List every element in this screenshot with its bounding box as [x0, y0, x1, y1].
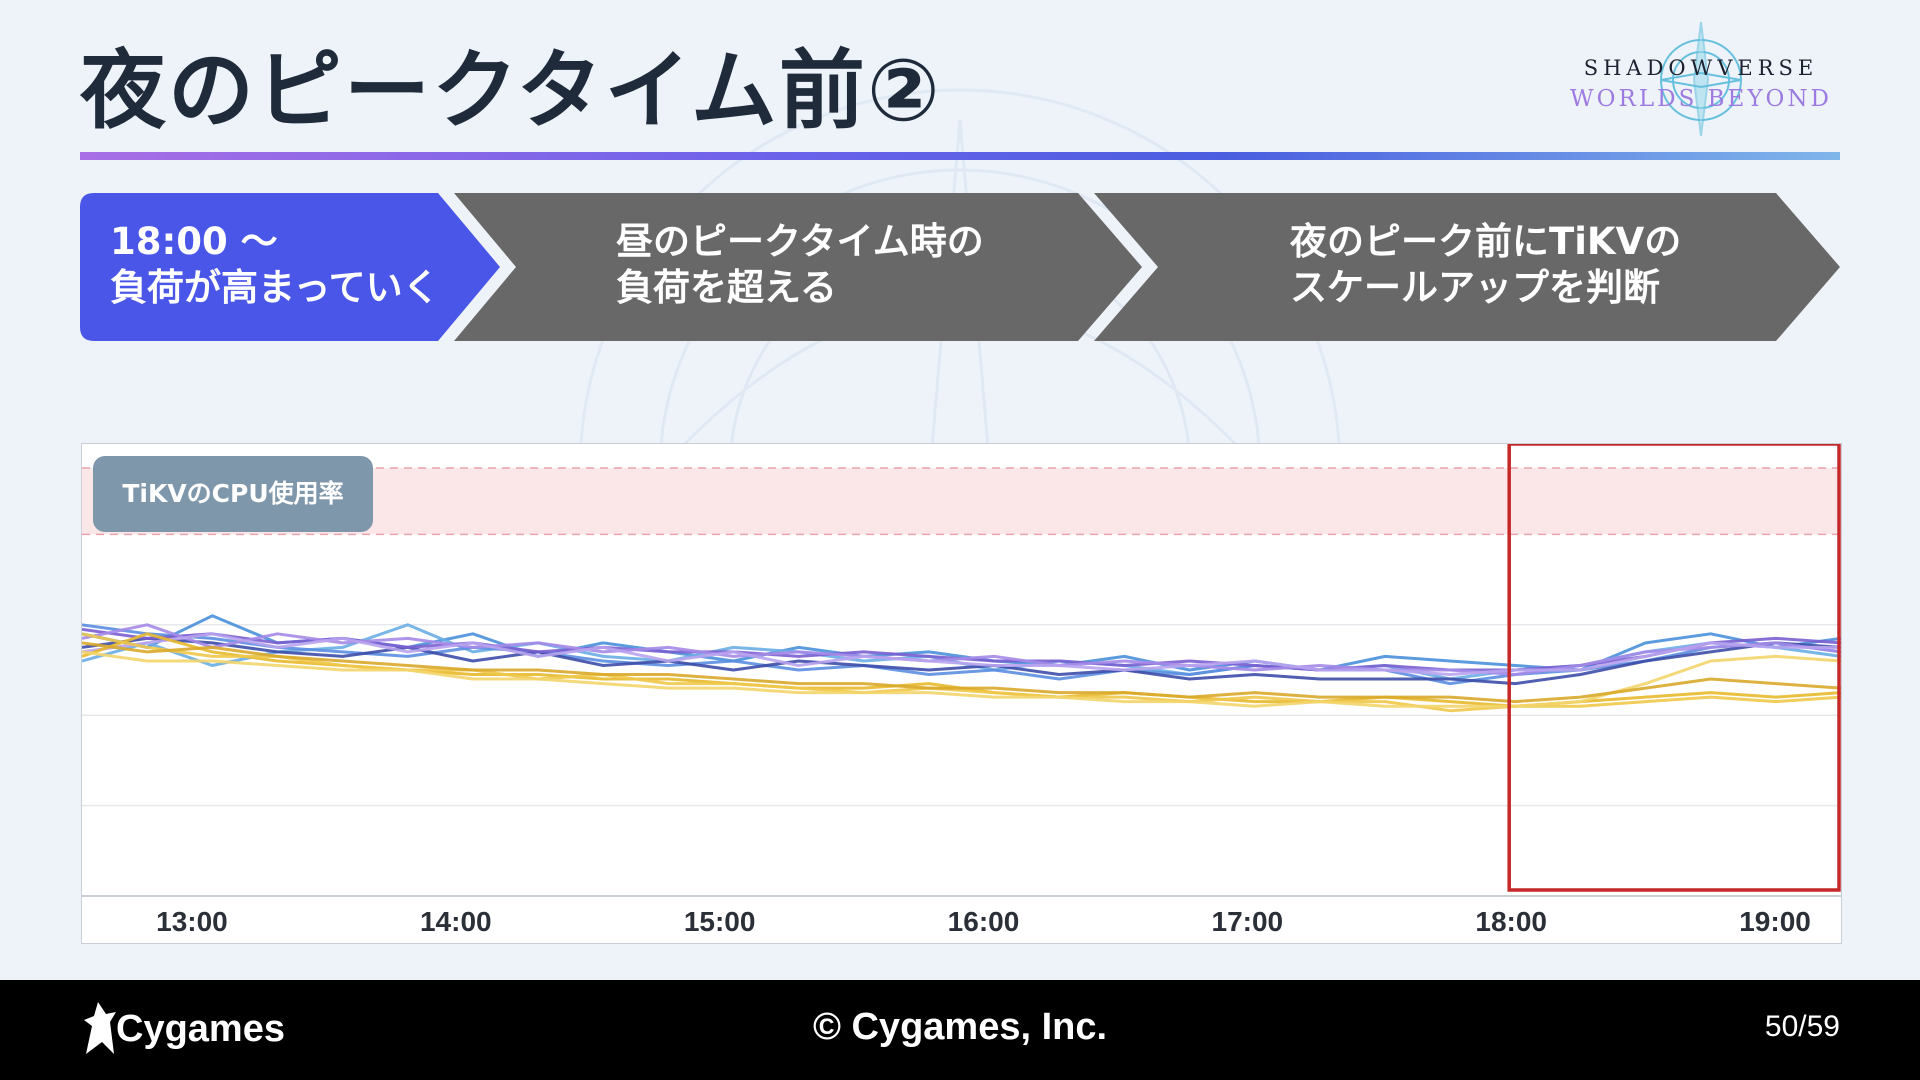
chart-title-badge: TiKVのCPU使用率 — [93, 456, 373, 532]
step-1-text: 18:00 ～ 負荷が高まっていく — [110, 219, 440, 311]
step-arrow-1 — [80, 193, 500, 341]
series-line-9 — [82, 632, 1841, 713]
process-flow: 18:00 ～ 負荷が高まっていく 昼のピークタイム時の 負荷を超える 夜のピー… — [80, 193, 1840, 341]
step-1-line-2: 負荷が高まっていく — [110, 266, 440, 309]
page-number: 50/59 — [1764, 1010, 1840, 1043]
step-arrow-2 — [454, 193, 1142, 341]
step-2-line-1: 昼のピークタイム時の — [616, 220, 984, 263]
series-line-10 — [82, 650, 1841, 708]
cygames-logo-icon — [84, 1002, 116, 1054]
series-line-4 — [82, 636, 1841, 686]
step-3-line-2: スケールアップを判断 — [1290, 266, 1660, 309]
footer-bar: Cygames © Cygames, Inc. 50/59 — [0, 980, 1920, 1080]
title-underline — [80, 152, 1840, 160]
chart-plot-area: 13:00 14:00 15:00 16:00 17:00 18:00 19:00 — [82, 444, 1841, 937]
step-2-line-2: 負荷を超える — [616, 266, 837, 309]
copyright-text: © Cygames, Inc. — [812, 1006, 1108, 1048]
brand-name: Cygames — [116, 1008, 285, 1050]
x-tick-label: 19:00 — [1739, 906, 1811, 937]
x-tick-label: 15:00 — [684, 906, 756, 937]
logo-wordmark-top: SHADOWVERSE — [1583, 56, 1819, 80]
game-logo: SHADOWVERSE WORLDS BEYOND — [1558, 18, 1844, 138]
cpu-usage-chart: 13:00 14:00 15:00 16:00 17:00 18:00 19:00 — [81, 443, 1842, 944]
step-1-line-1: 18:00 ～ — [110, 220, 278, 263]
series-line-7 — [82, 632, 1841, 676]
process-flow-arrows — [80, 193, 1840, 341]
threshold-band — [82, 468, 1841, 535]
x-tick-label: 13:00 — [156, 906, 228, 937]
step-3-line-1: 夜のピーク前にTiKVの — [1290, 220, 1682, 263]
x-tick-label: 16:00 — [948, 906, 1020, 937]
logo-wordmark-bottom: WORLDS BEYOND — [1570, 86, 1832, 112]
x-tick-label: 17:00 — [1212, 906, 1284, 937]
logo-emblem-icon — [1660, 21, 1742, 137]
series-line-3 — [82, 623, 1841, 686]
page-title: 夜のピークタイム前② — [80, 41, 942, 141]
step-2-text: 昼のピークタイム時の 負荷を超える — [616, 219, 984, 311]
series-line-11 — [82, 641, 1841, 704]
x-tick-label: 18:00 — [1475, 906, 1547, 937]
highlight-box-18-19 — [1507, 444, 1841, 892]
x-tick-label: 14:00 — [420, 906, 492, 937]
step-arrow-3 — [1094, 193, 1840, 341]
step-3-text: 夜のピーク前にTiKVの スケールアップを判断 — [1290, 219, 1681, 311]
